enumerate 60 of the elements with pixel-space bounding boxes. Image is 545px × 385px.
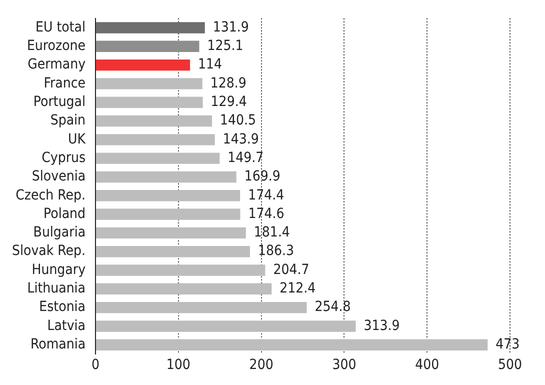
bar (96, 134, 215, 146)
x-tick-label: 300 (332, 357, 356, 374)
y-tick-label: Eurozone (26, 38, 86, 54)
y-tick-label: UK (68, 131, 86, 148)
data-label: 212.4 (280, 280, 316, 297)
bar (96, 283, 272, 294)
bar (96, 22, 205, 34)
x-tick-label: 0 (92, 357, 100, 374)
bar (96, 208, 240, 220)
y-tick-label: Estonia (39, 299, 86, 316)
bar (96, 59, 190, 71)
bar (96, 40, 200, 52)
data-label: 204.7 (273, 262, 310, 278)
bar (96, 227, 246, 239)
bar (96, 246, 250, 258)
bar (96, 339, 488, 350)
bar (96, 152, 220, 164)
y-tick-label: Hungary (32, 262, 86, 278)
x-tick-label: 200 (249, 357, 274, 374)
data-label: 169.9 (244, 168, 280, 185)
y-tick-label: Spain (50, 112, 86, 129)
y-tick-label: Latvia (47, 318, 86, 334)
y-tick-label: Czech Rep. (16, 187, 86, 204)
x-tick-label: 500 (498, 357, 522, 374)
data-label: 174.6 (248, 206, 284, 222)
data-label: 313.9 (364, 318, 400, 334)
data-label: 473 (496, 336, 520, 353)
data-label: 114 (198, 56, 222, 73)
bar (96, 96, 203, 108)
data-label: 128.9 (210, 75, 246, 92)
y-tick-label: France (44, 75, 86, 92)
bar (96, 115, 212, 127)
y-tick-label: Germany (28, 56, 86, 73)
y-tick-label: Bulgaria (33, 224, 86, 241)
y-tick-label: EU total (36, 19, 86, 36)
data-label: 129.4 (210, 94, 247, 110)
bar (96, 78, 202, 90)
bar (96, 190, 240, 202)
bar (96, 264, 266, 276)
x-tick-label: 100 (166, 357, 190, 374)
y-tick-label: Poland (44, 206, 86, 222)
data-label: 174.4 (248, 187, 284, 204)
data-label: 149.7 (228, 150, 264, 166)
data-label: 181.4 (254, 224, 290, 241)
bar (96, 320, 356, 332)
bar (96, 171, 236, 183)
data-label: 254.8 (314, 299, 351, 316)
bar (96, 302, 307, 314)
y-tick-label: Slovak Rep. (12, 243, 86, 260)
data-label: 125.1 (207, 38, 244, 54)
y-tick-label: Portugal (33, 94, 86, 110)
y-tick-label: Cyprus (42, 150, 86, 166)
data-label: 186.3 (258, 243, 294, 260)
y-tick-label: Slovenia (32, 168, 86, 185)
data-label: 131.9 (212, 19, 249, 36)
data-label: 140.5 (220, 112, 256, 129)
data-label: 143.9 (222, 131, 259, 148)
y-tick-label: Romania (30, 336, 86, 353)
x-tick-label: 400 (415, 357, 440, 374)
y-tick-label: Lithuania (27, 280, 86, 297)
